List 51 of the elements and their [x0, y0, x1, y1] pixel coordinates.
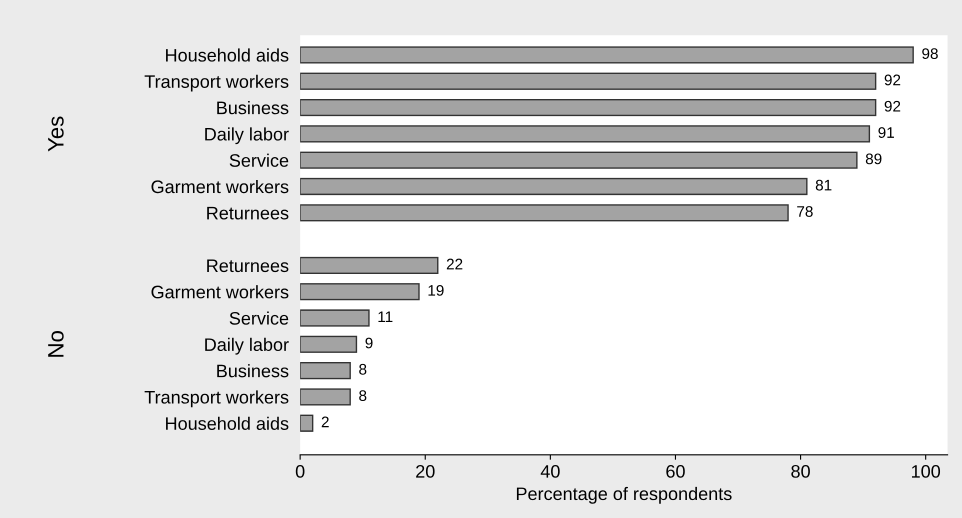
y-tick-label: Household aids — [166, 416, 288, 430]
x-tick-label: 60 — [666, 465, 685, 478]
bar — [300, 336, 358, 353]
bar — [300, 256, 438, 274]
data-label: 81 — [816, 180, 832, 191]
data-label: 98 — [922, 48, 938, 60]
text: No — [48, 331, 64, 357]
y-tick-label: Garment workers — [151, 285, 288, 298]
y-tick-label: Business — [217, 101, 288, 114]
bar — [300, 152, 858, 169]
bar — [300, 72, 876, 90]
data-label: 89 — [866, 153, 882, 164]
bar — [300, 178, 808, 196]
x-tick-label: 0 — [296, 465, 304, 478]
y-tick-label: Transport workers — [144, 74, 288, 92]
y-tick-label: Business — [217, 364, 288, 378]
bar — [300, 46, 914, 64]
data-label: 8 — [359, 364, 366, 375]
x-tick-label: 20 — [416, 465, 435, 478]
y-tick-label: Returnees — [207, 206, 288, 220]
data-label: 22 — [446, 258, 462, 270]
y-tick-label: Returnees — [207, 260, 288, 272]
data-label: 11 — [378, 311, 392, 322]
data-label: 92 — [884, 100, 900, 112]
data-label: 19 — [428, 284, 444, 296]
data-label: 92 — [884, 74, 900, 86]
x-tick-label: 80 — [791, 465, 810, 478]
y-tick-label: Service — [230, 154, 288, 167]
data-label: 91 — [878, 127, 894, 138]
data-label: 8 — [359, 390, 366, 402]
bar — [300, 204, 789, 222]
bar — [300, 362, 351, 380]
y-tick-label: Household aids — [166, 48, 288, 62]
x-axis-title: Percentage of respondents — [516, 486, 732, 504]
bar — [300, 414, 314, 432]
bar — [300, 309, 370, 327]
y-tick-label: Transport workers — [144, 390, 288, 408]
y-tick-label: Service — [230, 311, 288, 325]
bar — [300, 98, 876, 116]
text: Yes — [48, 116, 64, 152]
x-tick-label: 40 — [540, 465, 560, 478]
bar — [300, 388, 351, 406]
data-label: 2 — [322, 416, 329, 428]
y-tick-label: Daily labor — [205, 338, 289, 355]
bar — [300, 283, 420, 300]
x-tick-label: 100 — [912, 465, 940, 478]
bar — [300, 125, 870, 142]
data-label: 78 — [797, 206, 813, 217]
y-tick-label: Daily labor — [205, 127, 289, 144]
data-label: 9 — [365, 338, 373, 348]
y-tick-label: Garment workers — [151, 180, 288, 194]
